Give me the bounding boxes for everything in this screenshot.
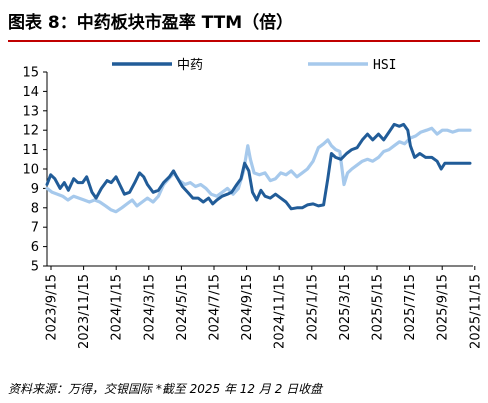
series-line-zhongyao xyxy=(45,122,472,211)
x-tick-label: 2025/1/15 xyxy=(305,274,320,341)
y-tick-label: 6 xyxy=(31,240,39,255)
x-tick-label: 2023/11/15 xyxy=(77,274,92,349)
x-tick-label: 2023/9/15 xyxy=(45,274,60,341)
y-tick-label: 11 xyxy=(22,143,39,158)
x-tick-label: 2025/7/15 xyxy=(403,274,418,341)
x-tick-label: 2025/9/15 xyxy=(436,274,451,341)
x-tick-label: 2024/1/15 xyxy=(110,274,125,341)
y-tick-label: 7 xyxy=(31,221,39,236)
x-tick-label: 2025/5/15 xyxy=(371,274,386,341)
y-tick-label: 8 xyxy=(31,201,39,216)
chart-title: 图表 8：中药板块市盈率 TTM（倍） xyxy=(8,13,294,33)
x-tick-label: 2024/7/15 xyxy=(208,274,223,341)
x-tick-label: 2024/11/15 xyxy=(273,274,288,349)
source-note: 资料来源：万得，交银国际 *截至 2025 年 12 月 2 日收盘 xyxy=(8,382,323,396)
x-tick-label: 2025/11/15 xyxy=(468,274,483,349)
legend-label-hsi: HSI xyxy=(373,58,396,73)
y-tick-label: 14 xyxy=(22,85,39,100)
title-underline xyxy=(8,40,480,42)
x-tick-label: 2024/5/15 xyxy=(175,274,190,341)
x-tick-label: 2024/9/15 xyxy=(240,274,255,341)
y-tick-label: 10 xyxy=(22,163,39,178)
y-tick-label: 15 xyxy=(22,66,39,81)
line-chart: 5 6 7 8 9 10 11 12 13 14 15 2023/9/15 2023/11/15 2024… xyxy=(22,58,483,349)
x-tick-label: 2025/3/15 xyxy=(338,274,353,341)
y-tick-label: 13 xyxy=(22,104,39,119)
y-tick-label: 12 xyxy=(22,124,39,139)
y-tick-label: 9 xyxy=(31,182,39,197)
y-tick-label: 5 xyxy=(31,260,39,275)
x-tick-label: 2024/3/15 xyxy=(142,274,157,341)
legend-label-zhongyao: 中药 xyxy=(177,58,203,73)
series-line-hsi xyxy=(45,126,472,214)
